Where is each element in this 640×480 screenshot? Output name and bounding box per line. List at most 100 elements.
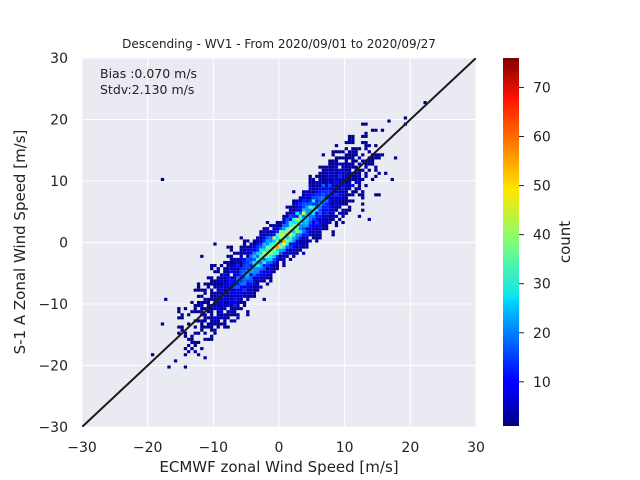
heatmap-cell	[279, 242, 283, 246]
heatmap-cell	[308, 193, 312, 197]
heatmap-cell	[233, 300, 237, 304]
heatmap-cell	[338, 171, 342, 175]
heatmap-cell	[223, 282, 227, 286]
heatmap-cell	[279, 254, 283, 258]
heatmap-cell	[338, 193, 342, 197]
heatmap-cell	[164, 297, 168, 301]
y-tick-label: 20	[50, 113, 68, 129]
heatmap-cell	[315, 236, 319, 240]
heatmap-cell	[288, 224, 293, 228]
heatmap-cell	[282, 245, 286, 249]
heatmap-cell	[219, 285, 224, 289]
heatmap-cell	[265, 236, 270, 240]
heatmap-cell	[206, 337, 211, 341]
heatmap-cell	[213, 316, 217, 320]
heatmap-cell	[229, 310, 234, 314]
heatmap-cell	[252, 276, 257, 280]
heatmap-cell	[183, 347, 188, 351]
heatmap-cell	[150, 353, 155, 357]
heatmap-cell	[206, 304, 211, 308]
heatmap-cell	[305, 233, 309, 237]
heatmap-cell	[226, 254, 230, 258]
heatmap-cell	[334, 181, 339, 185]
heatmap-cell	[292, 239, 296, 243]
heatmap-cell	[311, 227, 316, 231]
heatmap-cell	[229, 248, 234, 252]
heatmap-cell	[269, 273, 273, 277]
heatmap-cell	[324, 193, 329, 197]
heatmap-cell	[338, 150, 342, 154]
heatmap-cell	[295, 233, 299, 237]
heatmap-cell	[279, 251, 283, 255]
heatmap-cell	[311, 196, 316, 200]
heatmap-cell	[321, 184, 325, 188]
heatmap-cell	[301, 239, 306, 243]
heatmap-cell	[292, 190, 296, 194]
heatmap-cell	[374, 153, 378, 157]
heatmap-cell	[347, 171, 352, 175]
heatmap-cell	[324, 184, 329, 188]
heatmap-cell	[226, 294, 230, 298]
heatmap-cell	[259, 251, 263, 255]
heatmap-cell	[321, 211, 325, 215]
heatmap-cell	[236, 251, 240, 255]
heatmap-cell	[377, 156, 381, 160]
heatmap-cell	[252, 257, 257, 261]
heatmap-cell	[301, 233, 306, 237]
heatmap-cell	[236, 307, 240, 311]
heatmap-cell	[249, 273, 253, 277]
heatmap-cell	[288, 211, 293, 215]
heatmap-cell	[246, 297, 250, 301]
heatmap-cell	[269, 236, 273, 240]
heatmap-cell	[331, 217, 335, 221]
heatmap-cell	[301, 199, 306, 203]
heatmap-cell	[275, 257, 279, 261]
heatmap-cell	[328, 217, 332, 221]
heatmap-cell	[321, 220, 325, 225]
heatmap-cell	[344, 193, 348, 197]
heatmap-cell	[334, 174, 339, 178]
heatmap-cell	[236, 276, 240, 280]
heatmap-cell	[256, 251, 260, 255]
heatmap-cell	[249, 242, 253, 246]
heatmap-cell	[269, 230, 273, 234]
heatmap-cell	[354, 174, 358, 178]
identity-line	[82, 58, 476, 427]
heatmap-cell	[246, 282, 250, 286]
heatmap-cell	[272, 248, 276, 252]
heatmap-cell	[239, 264, 243, 268]
heatmap-cell	[321, 214, 325, 218]
heatmap-cell	[242, 291, 247, 295]
heatmap-cell	[279, 245, 283, 249]
heatmap-cell	[223, 316, 227, 320]
heatmap-cell	[331, 159, 335, 163]
heatmap-cell	[242, 248, 247, 252]
heatmap-cell	[315, 181, 319, 185]
heatmap-cell	[324, 174, 329, 178]
heatmap-cell	[275, 227, 279, 231]
heatmap-cell	[210, 267, 214, 271]
heatmap-cell	[347, 181, 352, 185]
heatmap-cell	[200, 300, 204, 304]
heatmap-cell	[334, 205, 339, 209]
heatmap-cell	[279, 248, 283, 252]
heatmap-cell	[301, 236, 306, 240]
heatmap-cell	[233, 270, 237, 274]
heatmap-cell	[242, 264, 247, 268]
heatmap-cell	[288, 245, 293, 249]
heatmap-cell	[315, 211, 319, 215]
heatmap-cell	[249, 288, 253, 292]
heatmap-cell	[252, 288, 257, 292]
heatmap-cell	[321, 205, 325, 209]
heatmap-cell	[216, 313, 220, 317]
heatmap-cell	[167, 365, 171, 369]
heatmap-cell	[223, 304, 227, 308]
heatmap-cell	[229, 276, 234, 280]
heatmap-cell	[269, 224, 273, 228]
heatmap-cell	[331, 233, 335, 237]
heatmap-cell	[226, 300, 230, 304]
heatmap-cell	[239, 291, 243, 295]
heatmap-cell	[292, 254, 296, 258]
heatmap-cell	[272, 224, 276, 228]
